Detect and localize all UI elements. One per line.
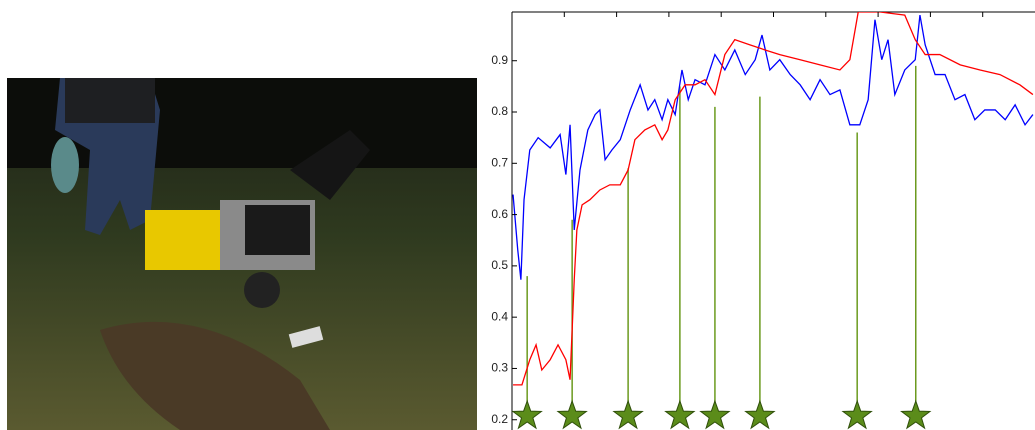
event-star (612, 399, 644, 430)
plot-area (512, 12, 1034, 416)
chart (511, 11, 1035, 430)
series-line (513, 12, 1034, 386)
event-star (699, 399, 731, 430)
event-star (664, 399, 696, 430)
event-star (900, 399, 932, 430)
y-tick-label: 0.6 (491, 207, 508, 221)
y-tick-label: 0.3 (491, 361, 508, 375)
y-tick-label: 0.4 (491, 309, 508, 323)
y-tick-label: 0.5 (491, 258, 508, 272)
y-tick-label: 0.2 (491, 412, 508, 426)
event-star (841, 399, 873, 430)
photo (7, 78, 477, 430)
series-line (512, 14, 1034, 280)
event-star (511, 399, 543, 430)
event-star (744, 399, 776, 430)
y-tick-label: 0.9 (491, 53, 508, 67)
event-star (556, 399, 588, 430)
y-tick-label: 0.8 (491, 104, 508, 118)
y-tick-label: 0.7 (491, 155, 508, 169)
